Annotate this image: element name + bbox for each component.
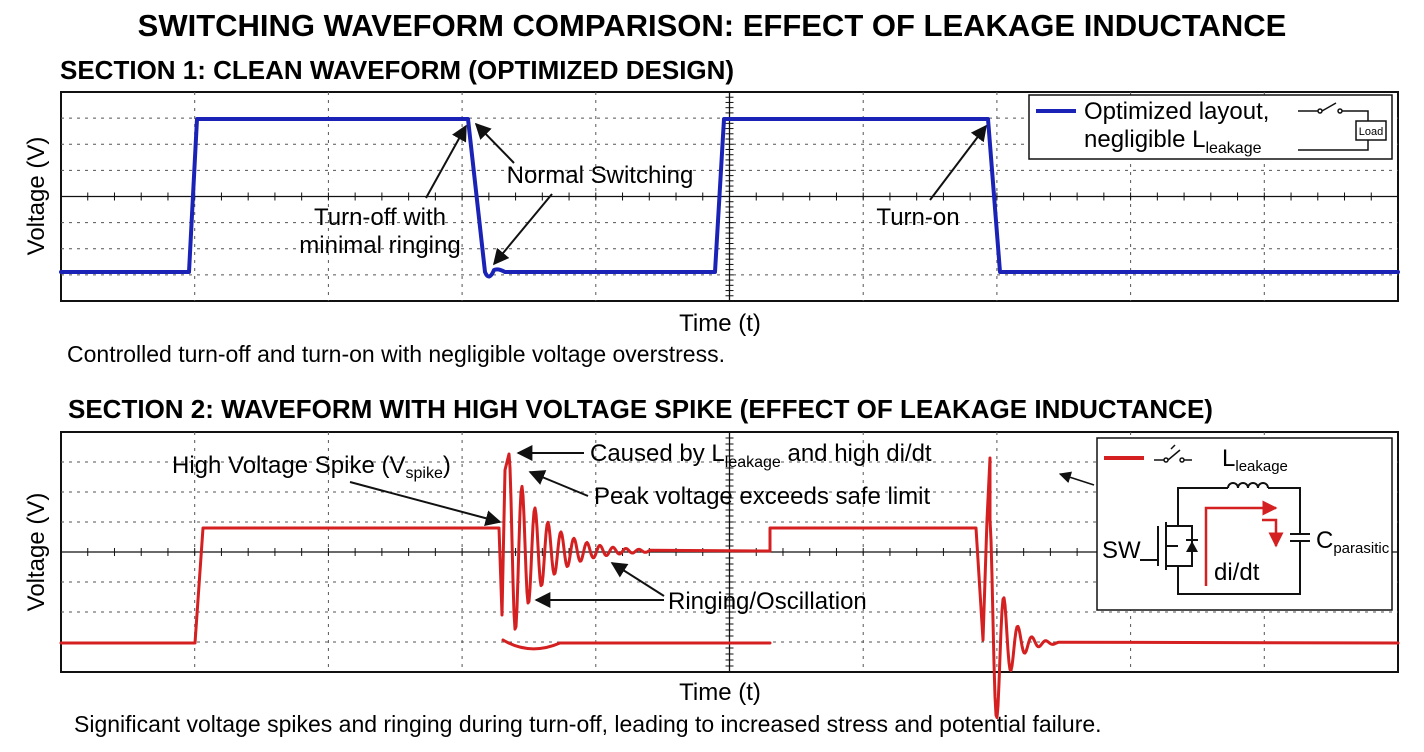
section2-waveform-trace <box>59 452 1400 720</box>
parasitic-capacitor-label: Cparasitic <box>1316 527 1390 557</box>
section1-x-axis-label: Time (t) <box>679 310 761 337</box>
circuit-inset-box <box>1096 437 1393 611</box>
turn-on-arrow <box>929 124 987 201</box>
section1-legend-line1: Optimized layout, <box>1084 98 1269 125</box>
section1-legend: Optimized layout, negligible Lleakage Lo… <box>1028 94 1393 160</box>
current-path-arrow <box>1204 500 1278 586</box>
turn-off-label-line2: minimal ringing <box>299 232 460 259</box>
caused-by-label: Caused by Lleakage and high di/dt <box>590 440 932 471</box>
circuit-inset-pointer <box>1058 471 1095 486</box>
normal-switching-arrow-bottom <box>492 193 553 266</box>
section1-legend-line2: negligible Lleakage <box>1084 126 1262 157</box>
load-icon <box>1355 120 1387 141</box>
figure-title: SWITCHING WAVEFORM COMPARISON: EFFECT OF… <box>138 8 1287 43</box>
section1-heading: SECTION 1: CLEAN WAVEFORM (OPTIMIZED DES… <box>60 55 734 85</box>
inductor-icon <box>1227 482 1269 489</box>
normal-switching-arrow-top <box>474 122 515 164</box>
legend-switch-icon <box>1154 444 1192 463</box>
circuit-wiring <box>1177 487 1310 595</box>
load-switch-icon <box>1298 102 1369 151</box>
ringing-label: Ringing/Oscillation <box>668 588 867 615</box>
section2-heading: SECTION 2: WAVEFORM WITH HIGH VOLTAGE SP… <box>68 394 1213 424</box>
load-label: Load <box>1359 126 1383 138</box>
section1-grid <box>60 91 1398 302</box>
current-into-capacitor-arrow <box>1262 518 1284 548</box>
turn-on-label: Turn-on <box>876 204 959 231</box>
section1-waveform-trace <box>59 117 1400 279</box>
section2-caption: Significant voltage spikes and ringing d… <box>74 711 1102 737</box>
section2-x-axis-label: Time (t) <box>679 679 761 706</box>
di-dt-label: di/dt <box>1214 559 1260 586</box>
section2-y-axis-label: Voltage (V) <box>23 493 50 612</box>
body-diode-icon <box>1186 541 1198 552</box>
turn-off-label-line1: Turn-off with <box>314 204 446 231</box>
normal-switching-label: Normal Switching <box>507 162 694 189</box>
voltage-spike-arrow <box>349 481 502 527</box>
leakage-inductor-label: Lleakage <box>1222 445 1288 475</box>
turn-off-arrow <box>425 124 467 199</box>
peak-voltage-label: Peak voltage exceeds safe limit <box>594 483 931 510</box>
switch-label: SW <box>1102 537 1141 564</box>
voltage-spike-label: High Voltage Spike (Vspike) <box>172 452 451 482</box>
peak-voltage-arrow <box>528 470 589 497</box>
leakage-circuit-inset: Lleakage SW Cparasitic di/dt <box>1058 437 1393 611</box>
section1-y-axis-label: Voltage (V) <box>23 137 50 256</box>
ringing-arrow-upper <box>610 562 665 597</box>
section1-caption: Controlled turn-off and turn-on with neg… <box>67 341 725 367</box>
